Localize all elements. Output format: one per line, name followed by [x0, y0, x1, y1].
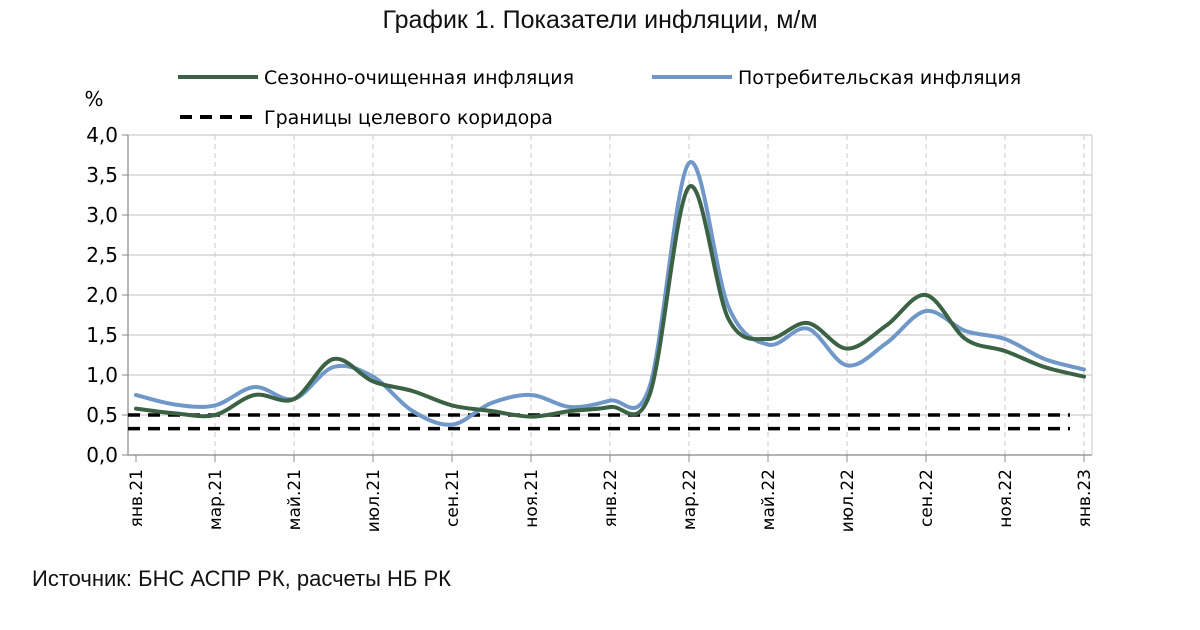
series-lines: [128, 160, 1086, 431]
x-tick-label: мар.22: [680, 469, 700, 530]
y-tick-label: 2,0: [86, 283, 118, 307]
y-tick-label: 1,5: [86, 323, 118, 347]
x-tick-label: сен.22: [917, 469, 937, 527]
x-tick-label: июл.21: [364, 469, 384, 532]
axes: [122, 134, 1093, 462]
x-tick-label: сен.21: [443, 469, 463, 527]
x-tick-label: янв.22: [601, 469, 621, 527]
chart-title: График 1. Показатели инфляции, м/м: [382, 6, 818, 34]
legend: Сезонно-очищенная инфляция Потребительска…: [178, 67, 1021, 129]
y-tick-label: 0,5: [86, 403, 118, 427]
x-tick-label: июл.22: [838, 469, 858, 532]
y-tick-label: 2,5: [86, 243, 118, 267]
legend-corridor-label: Границы целевого коридора: [264, 107, 553, 129]
y-tick-label: 3,0: [86, 203, 118, 227]
source-note: Источник: БНС АСПР РК, расчеты НБ РК: [32, 566, 451, 591]
x-tick-label: ноя.21: [522, 469, 542, 528]
y-tick-label: 0,0: [86, 443, 118, 467]
x-tick-label: май.22: [759, 469, 779, 530]
y-axis-unit: %: [84, 87, 103, 111]
x-tick-label: янв.23: [1075, 469, 1095, 527]
x-tick-label: ноя.22: [996, 469, 1016, 528]
y-tick-label: 1,0: [86, 363, 118, 387]
y-tick-label: 3,5: [86, 163, 118, 187]
legend-consumer-label: Потребительская инфляция: [738, 67, 1021, 89]
legend-seasonal-label: Сезонно-очищенная инфляция: [264, 67, 574, 89]
y-tick-labels: 0,0 0,5 1,0 1,5 2,0 2,5 3,0 3,5 4,0: [86, 123, 118, 467]
y-tick-label: 4,0: [86, 123, 118, 147]
x-tick-label: мар.21: [206, 469, 226, 530]
series-seasonal-line: [134, 184, 1086, 419]
x-tick-labels: янв.21 мар.21 май.21 июл.21 сен.21 ноя.21 янв.…: [127, 469, 1095, 532]
x-tick-label: янв.21: [127, 469, 147, 527]
x-tick-label: май.21: [285, 469, 305, 530]
